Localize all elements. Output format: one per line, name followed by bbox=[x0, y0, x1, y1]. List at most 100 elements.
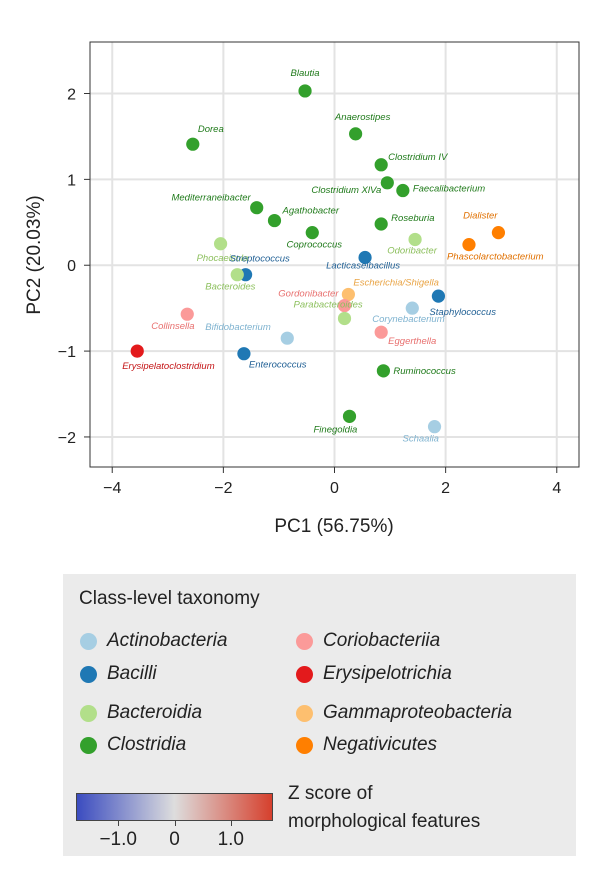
point-label: Odoribacter bbox=[387, 245, 437, 256]
data-point bbox=[213, 237, 228, 251]
point-label: Roseburia bbox=[391, 213, 434, 224]
colorbar-tick-label: −1.0 bbox=[99, 829, 137, 850]
point-label: Coprococcus bbox=[287, 240, 343, 251]
point-labels: Blautia Dorea Anaerostipes Clostridium IV Cl… bbox=[122, 68, 543, 445]
data-point bbox=[349, 127, 363, 141]
point-label: Clostridium XlVa bbox=[311, 185, 381, 196]
legend-swatch bbox=[80, 736, 97, 754]
point-label: Anaerostipes bbox=[334, 112, 391, 123]
legend-item: Erysipelotrichia bbox=[296, 663, 452, 685]
legend-swatch bbox=[296, 632, 313, 650]
y-tick-label: 1 bbox=[67, 172, 76, 189]
point-label: Staphylococcus bbox=[429, 307, 496, 318]
point-label: Escherichia/Shigella bbox=[353, 277, 439, 288]
point-label: Erysipelatoclostridium bbox=[122, 361, 214, 372]
legend-item: Clostridia bbox=[80, 734, 186, 756]
point-label: Streptococcus bbox=[230, 254, 290, 265]
x-axis-title: PC1 (56.75%) bbox=[274, 516, 393, 537]
data-point bbox=[380, 176, 394, 190]
point-label: Phocaeicola bbox=[197, 253, 249, 264]
legend-item: Bacilli bbox=[80, 663, 157, 685]
y-tick-label: −2 bbox=[58, 430, 76, 447]
point-label: Bacteroides bbox=[205, 282, 255, 293]
colorbar bbox=[76, 793, 273, 821]
colorbar-tick-label: 0 bbox=[169, 829, 180, 850]
legend-swatch bbox=[80, 665, 97, 683]
data-point bbox=[408, 232, 422, 247]
data-point bbox=[358, 250, 372, 265]
data-point bbox=[374, 158, 388, 172]
legend-swatch bbox=[296, 736, 313, 754]
point-label: Finegoldia bbox=[314, 424, 358, 435]
point-label: Collinsella bbox=[151, 321, 194, 332]
x-tick-label: 0 bbox=[330, 480, 339, 497]
legend-swatch bbox=[80, 704, 97, 722]
pca-scatter-chart: −4 −2 0 2 4 2 1 0 −1 −2 Blautia Dorea Anaerostipes C… bbox=[24, 41, 580, 537]
point-label: Lacticaseibacillus bbox=[326, 261, 400, 272]
legend-label: Erysipelotrichia bbox=[323, 663, 452, 684]
x-tick-label: −4 bbox=[103, 480, 121, 497]
legend-item: Coriobacteriia bbox=[296, 630, 440, 652]
point-label: Blautia bbox=[291, 68, 320, 79]
point-label: Ruminococcus bbox=[393, 366, 456, 377]
legend-item: Actinobacteria bbox=[80, 630, 227, 652]
x-tick-label: −2 bbox=[214, 480, 232, 497]
data-point bbox=[298, 84, 312, 98]
legend-label: Clostridia bbox=[107, 734, 187, 755]
legend-label: Actinobacteria bbox=[107, 630, 228, 651]
grid bbox=[90, 42, 579, 467]
point-label: Clostridium IV bbox=[388, 152, 449, 163]
point-label: Schaalia bbox=[403, 434, 439, 445]
colorbar-tick-mark bbox=[118, 821, 120, 826]
point-label: Eggerthella bbox=[388, 336, 436, 347]
colorbar-title-line2: morphological features bbox=[288, 811, 481, 832]
point-label: Mediterraneibacter bbox=[171, 193, 251, 204]
y-tick-label: −1 bbox=[58, 344, 76, 361]
x-tick-label: 4 bbox=[552, 480, 561, 497]
legend-title: Class-level taxonomy bbox=[79, 588, 260, 609]
data-points bbox=[130, 84, 506, 434]
data-point bbox=[267, 213, 282, 228]
legend-item: Gammaproteobacteria bbox=[296, 702, 512, 724]
y-tick-label: 0 bbox=[67, 258, 76, 275]
data-point bbox=[186, 137, 200, 151]
data-point bbox=[405, 301, 419, 315]
data-point bbox=[230, 268, 244, 282]
data-point bbox=[341, 287, 355, 302]
data-point bbox=[342, 409, 357, 423]
legend-label: Coriobacteriia bbox=[323, 630, 441, 651]
legend-swatch bbox=[296, 704, 313, 722]
point-label: Faecalibacterium bbox=[413, 184, 485, 195]
colorbar-tick-mark bbox=[230, 821, 232, 826]
colorbar-tick-mark bbox=[174, 821, 176, 826]
axis-ticks: −4 −2 0 2 4 2 1 0 −1 −2 bbox=[58, 87, 562, 497]
data-point bbox=[396, 183, 410, 198]
point-label: Corynebacterium bbox=[372, 314, 444, 325]
legend-swatch bbox=[80, 632, 97, 650]
colorbar-title-line1: Z score of bbox=[288, 783, 373, 804]
legend-swatch bbox=[296, 665, 313, 683]
colorbar-title: Z score of morphological features bbox=[288, 780, 480, 836]
point-label: Dialister bbox=[463, 211, 498, 222]
data-point bbox=[130, 344, 144, 358]
point-label: Phascolarctobacterium bbox=[447, 252, 544, 263]
colorbar-tick-label: 1.0 bbox=[217, 829, 244, 850]
data-point bbox=[374, 325, 388, 339]
legend-panel: Class-level taxonomy Actinobacteria Bacil… bbox=[63, 574, 576, 856]
data-point bbox=[280, 331, 294, 345]
legend-label: Bacilli bbox=[107, 663, 157, 684]
data-point bbox=[462, 238, 476, 252]
point-label: Dorea bbox=[198, 124, 224, 135]
data-point bbox=[427, 420, 442, 434]
data-point bbox=[180, 307, 194, 321]
data-point bbox=[374, 217, 388, 231]
data-point bbox=[250, 201, 264, 215]
data-point bbox=[337, 298, 352, 313]
data-point bbox=[305, 226, 319, 240]
point-label: Gordonibacter bbox=[278, 289, 339, 300]
data-point bbox=[491, 226, 506, 240]
y-axis-title: PC2 (20.03%) bbox=[24, 195, 45, 314]
data-point bbox=[237, 347, 251, 361]
legend-label: Negativicutes bbox=[323, 734, 438, 755]
point-label: Agathobacter bbox=[281, 206, 339, 217]
